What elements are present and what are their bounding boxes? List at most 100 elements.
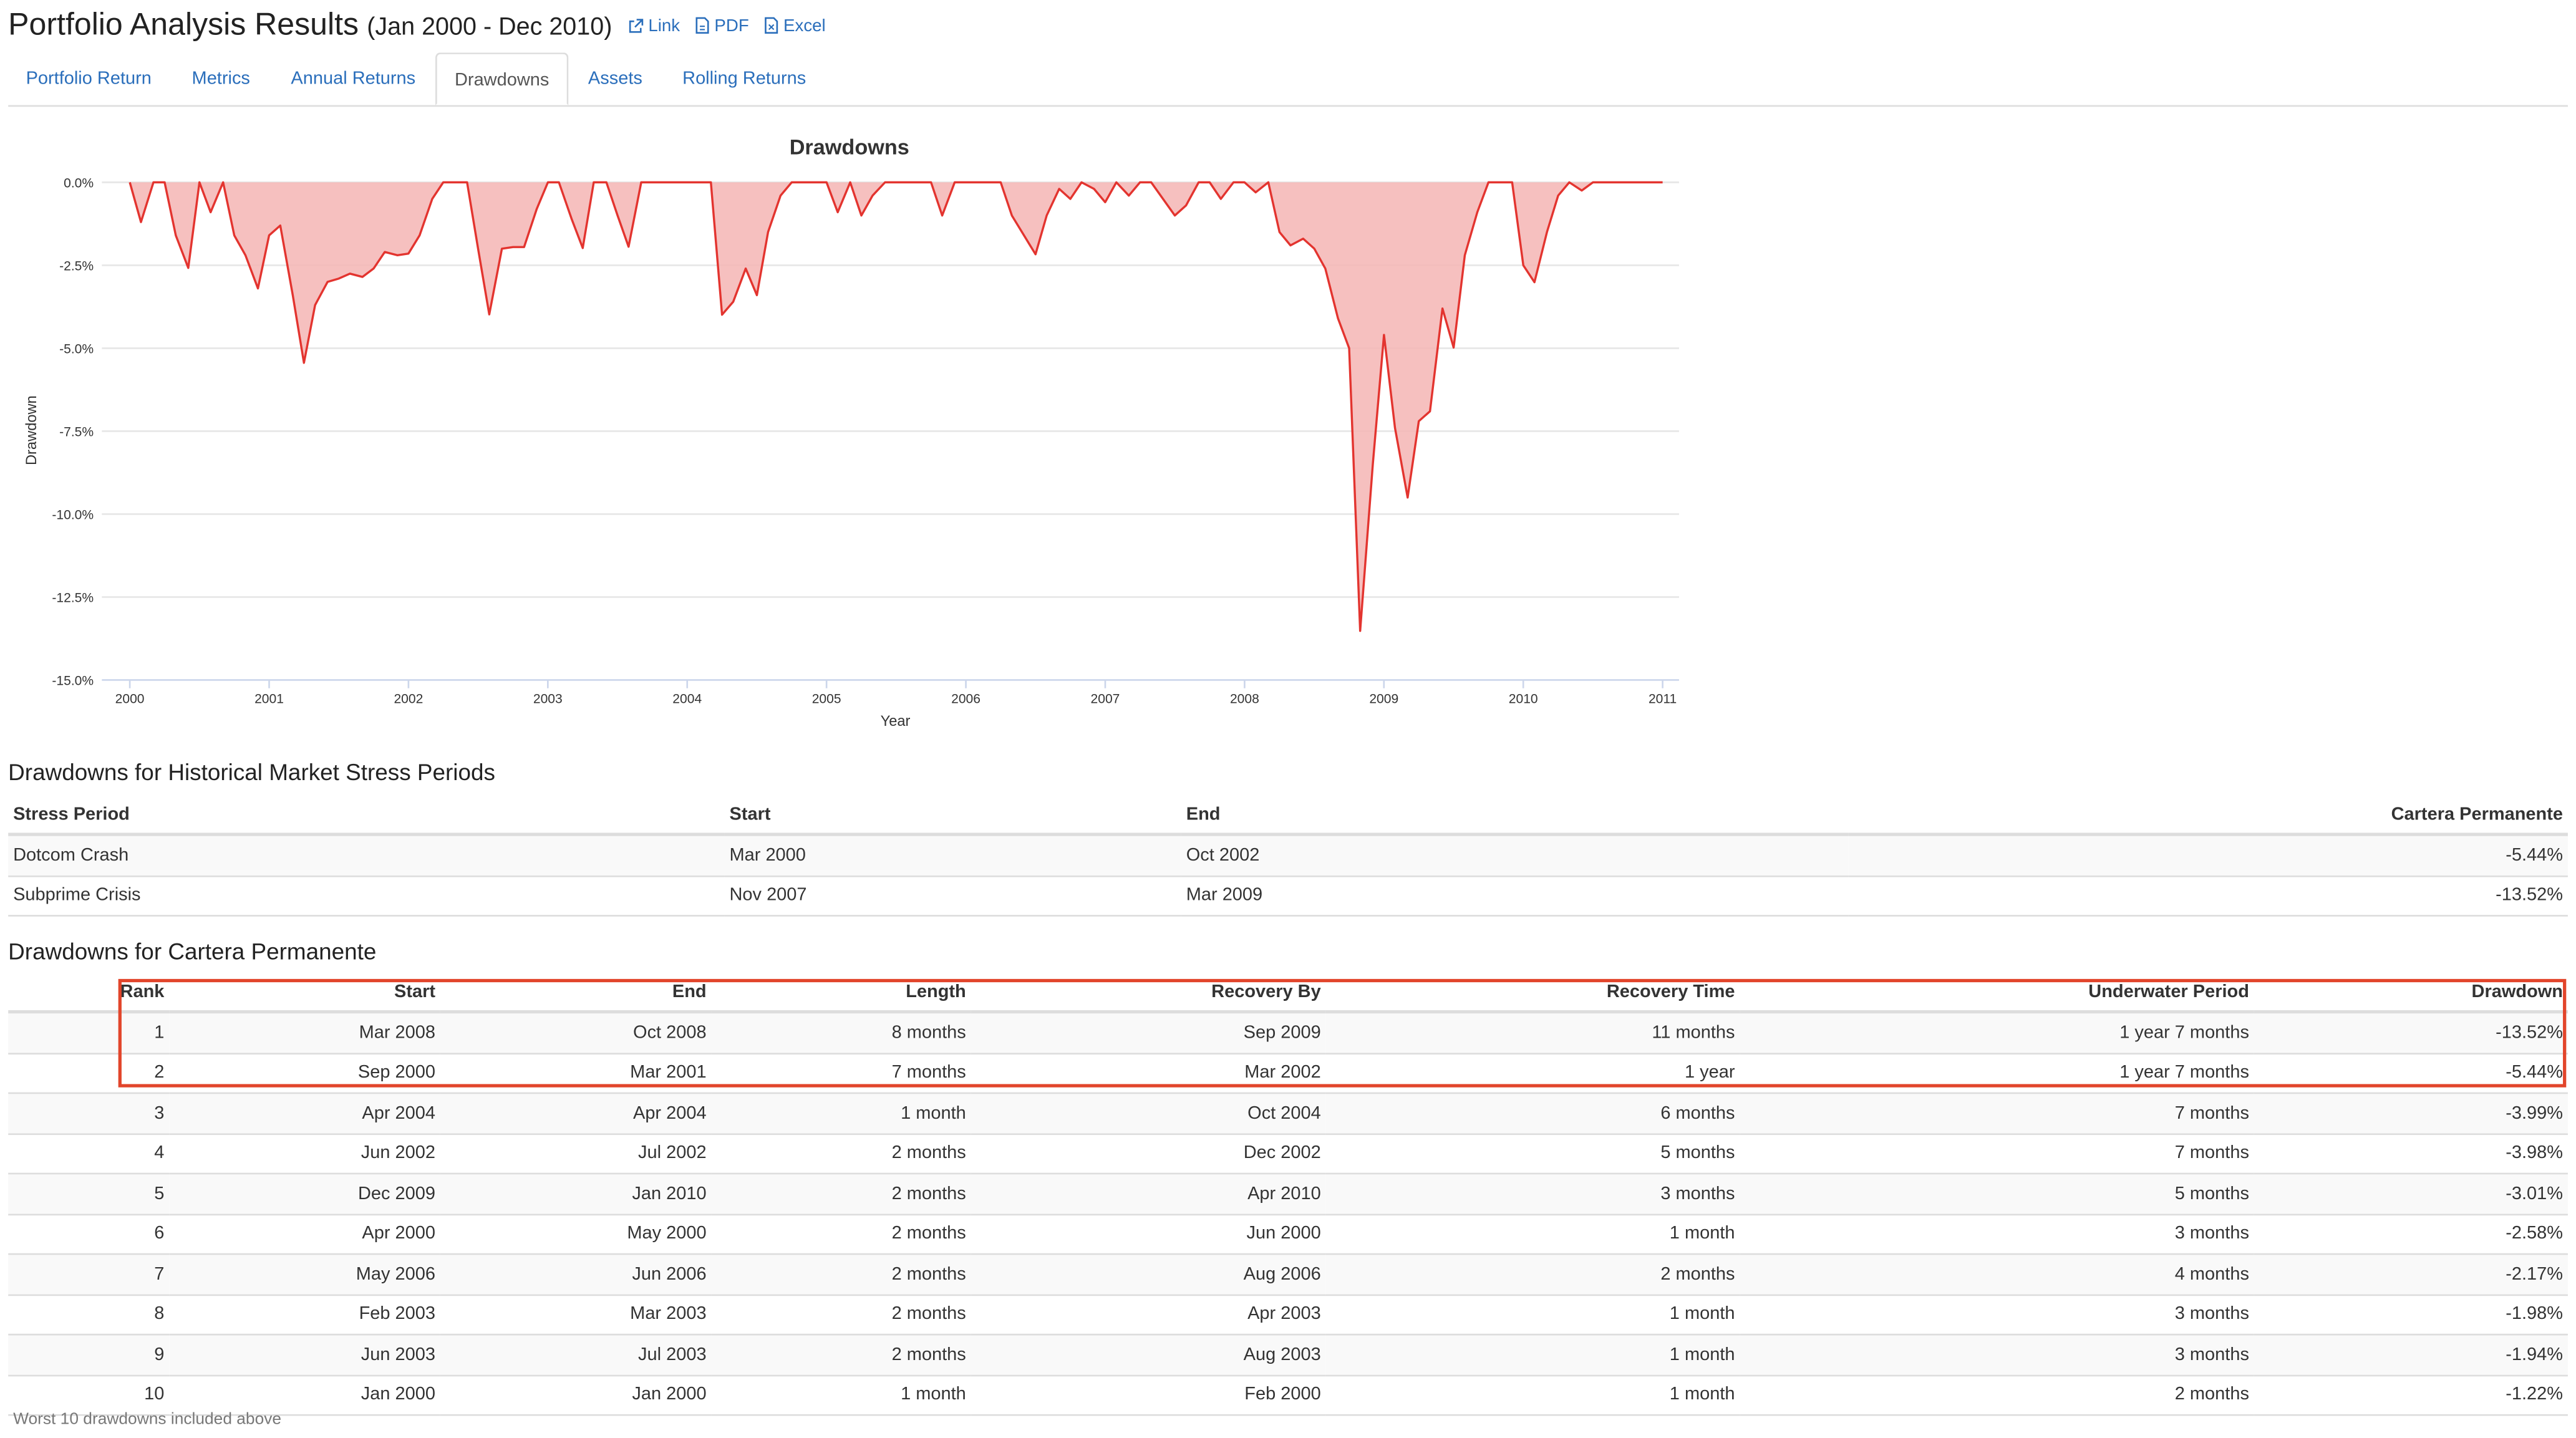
drawdowns-heading: Drawdowns for Cartera Permanente <box>8 938 377 965</box>
recovery-time-cell: 1 month <box>1325 1334 1740 1376</box>
x-tick-label: 2006 <box>951 692 981 706</box>
drawdowns-table: Rank Start End Length Recovery By Recove… <box>8 973 2568 1416</box>
y-tick-label: -2.5% <box>59 259 94 273</box>
table-footnote: Worst 10 drawdowns included above <box>13 1411 282 1429</box>
col-rank: Rank <box>8 973 170 1014</box>
underwater-period-cell: 1 year 7 months <box>1740 1053 2254 1094</box>
recovery-by-cell: Apr 2003 <box>971 1294 1326 1336</box>
table-row: Subprime Crisis Nov 2007 Mar 2009 -13.52… <box>8 875 2568 917</box>
recovery-time-cell: 3 months <box>1325 1173 1740 1215</box>
rank-cell: 8 <box>8 1294 170 1336</box>
recovery-time-cell: 1 month <box>1325 1294 1740 1336</box>
tab-bar: Portfolio Return Metrics Annual Returns … <box>8 52 2568 107</box>
end-cell: Mar 2009 <box>1181 875 1849 917</box>
page-header: Portfolio Analysis Results (Jan 2000 - D… <box>8 8 826 44</box>
drawdown-line <box>128 181 1663 632</box>
excel-link[interactable]: Excel <box>763 16 826 36</box>
table-row: 2 Sep 2000 Mar 2001 7 months Mar 2002 1 year 1… <box>8 1053 2568 1094</box>
analysis-period: (Jan 2000 - Dec 2010) <box>367 13 613 41</box>
recovery-by-cell: Apr 2010 <box>971 1173 1326 1215</box>
drawdown-chart: Drawdowns Drawdown Year 0.0% -2.5% -5.0% -7… <box>24 136 1679 730</box>
length-cell: 1 month <box>711 1093 971 1134</box>
tab-drawdowns[interactable]: Drawdowns <box>435 52 569 105</box>
x-tick-label: 2005 <box>812 692 841 706</box>
start-cell: Mar 2000 <box>724 834 1181 877</box>
length-cell: 2 months <box>711 1334 971 1376</box>
x-tick-label: 2000 <box>115 692 145 706</box>
recovery-by-cell: Oct 2004 <box>971 1093 1326 1134</box>
recovery-by-cell: Feb 2000 <box>971 1374 1326 1416</box>
underwater-period-cell: 7 months <box>1740 1133 2254 1175</box>
tab-assets[interactable]: Assets <box>588 69 642 89</box>
start-cell: Apr 2004 <box>169 1093 440 1134</box>
drawdown-cell: -3.01% <box>2254 1173 2568 1215</box>
x-tick-label: 2010 <box>1509 692 1538 706</box>
y-tick-label: -5.0% <box>59 342 94 356</box>
start-cell: Sep 2000 <box>169 1053 440 1094</box>
drawdown-cell: -5.44% <box>2254 1053 2568 1094</box>
tab-rolling-returns[interactable]: Rolling Returns <box>682 69 806 89</box>
x-tick-label: 2001 <box>254 692 284 706</box>
x-tick-label: 2009 <box>1369 692 1398 706</box>
tab-portfolio-return[interactable]: Portfolio Return <box>26 69 152 89</box>
drawdown-cell: -13.52% <box>2254 1011 2568 1054</box>
col-start: Start <box>169 973 440 1014</box>
end-cell: Jul 2002 <box>440 1133 712 1175</box>
drawdown-cell: -13.52% <box>1848 875 2568 917</box>
end-cell: Mar 2001 <box>440 1053 712 1094</box>
col-end: End <box>1181 796 1849 836</box>
start-cell: Dec 2009 <box>169 1173 440 1215</box>
pdf-file-icon <box>695 17 709 34</box>
stress-period-cell: Subprime Crisis <box>8 875 725 917</box>
y-tick-label: -15.0% <box>52 673 94 688</box>
x-tick-label: 2008 <box>1230 692 1259 706</box>
length-cell: 2 months <box>711 1173 971 1215</box>
start-cell: May 2006 <box>169 1254 440 1295</box>
external-link-icon <box>628 19 643 33</box>
start-cell: Nov 2007 <box>724 875 1181 917</box>
recovery-by-cell: Dec 2002 <box>971 1133 1326 1175</box>
length-cell: 2 months <box>711 1294 971 1336</box>
length-cell: 2 months <box>711 1254 971 1295</box>
length-cell: 8 months <box>711 1011 971 1054</box>
underwater-period-cell: 5 months <box>1740 1173 2254 1215</box>
recovery-time-cell: 2 months <box>1325 1254 1740 1295</box>
start-cell: Jun 2002 <box>169 1133 440 1175</box>
tab-annual-returns[interactable]: Annual Returns <box>291 69 416 89</box>
recovery-time-cell: 1 month <box>1325 1214 1740 1255</box>
link-link[interactable]: Link <box>627 16 680 36</box>
drawdown-cell: -3.99% <box>2254 1093 2568 1134</box>
rank-cell: 6 <box>8 1214 170 1255</box>
rank-cell: 1 <box>8 1011 170 1054</box>
pdf-link[interactable]: PDF <box>695 16 749 36</box>
col-recovery-time: Recovery Time <box>1325 973 1740 1014</box>
col-underwater-period: Underwater Period <box>1740 973 2254 1014</box>
recovery-time-cell: 1 year <box>1325 1053 1740 1094</box>
recovery-by-cell: Mar 2002 <box>971 1053 1326 1094</box>
col-stress-period: Stress Period <box>8 796 725 836</box>
underwater-period-cell: 3 months <box>1740 1214 2254 1255</box>
table-row: 6 Apr 2000 May 2000 2 months Jun 2000 1 month… <box>8 1214 2568 1255</box>
x-tick-label: 2003 <box>533 692 563 706</box>
recovery-time-cell: 11 months <box>1325 1011 1740 1054</box>
stress-period-cell: Dotcom Crash <box>8 834 725 877</box>
y-axis-label: Drawdown <box>24 395 40 465</box>
underwater-period-cell: 2 months <box>1740 1374 2254 1416</box>
start-cell: Jun 2003 <box>169 1334 440 1376</box>
x-tick-label: 2011 <box>1649 692 1677 706</box>
recovery-by-cell: Sep 2009 <box>971 1011 1326 1054</box>
table-row: Dotcom Crash Mar 2000 Oct 2002 -5.44% <box>8 834 2568 877</box>
length-cell: 2 months <box>711 1214 971 1255</box>
x-tick-label: 2002 <box>394 692 423 706</box>
table-row: 3 Apr 2004 Apr 2004 1 month Oct 2004 6 months… <box>8 1093 2568 1134</box>
tab-metrics[interactable]: Metrics <box>191 69 250 89</box>
underwater-period-cell: 4 months <box>1740 1254 2254 1295</box>
rank-cell: 3 <box>8 1093 170 1134</box>
end-cell: Jan 2000 <box>440 1374 712 1416</box>
start-cell: Apr 2000 <box>169 1214 440 1255</box>
start-cell: Feb 2003 <box>169 1294 440 1336</box>
end-cell: Jul 2003 <box>440 1334 712 1376</box>
recovery-time-cell: 6 months <box>1325 1093 1740 1134</box>
drawdown-area <box>130 182 1663 631</box>
recovery-by-cell: Jun 2000 <box>971 1214 1326 1255</box>
